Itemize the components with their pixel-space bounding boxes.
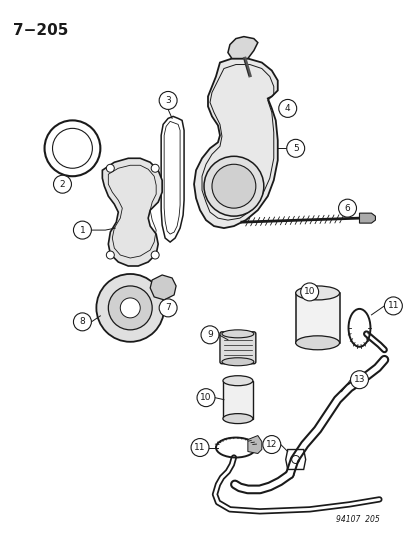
- Text: 4: 4: [284, 104, 290, 113]
- Text: 7: 7: [165, 303, 171, 312]
- Circle shape: [108, 286, 152, 330]
- Polygon shape: [102, 158, 162, 266]
- Ellipse shape: [223, 414, 252, 424]
- Circle shape: [338, 199, 356, 217]
- Ellipse shape: [295, 336, 339, 350]
- Ellipse shape: [221, 330, 253, 338]
- Circle shape: [53, 175, 71, 193]
- Circle shape: [197, 389, 214, 407]
- Circle shape: [73, 313, 91, 331]
- Text: 11: 11: [387, 301, 398, 310]
- Ellipse shape: [221, 358, 253, 366]
- Circle shape: [106, 164, 114, 172]
- Text: 6: 6: [344, 204, 349, 213]
- Circle shape: [120, 298, 140, 318]
- Text: 13: 13: [353, 375, 364, 384]
- Text: 9: 9: [206, 330, 212, 340]
- Text: 94107  205: 94107 205: [335, 515, 378, 524]
- Circle shape: [278, 100, 296, 117]
- Circle shape: [151, 164, 159, 172]
- Circle shape: [106, 251, 114, 259]
- Text: 7−205: 7−205: [13, 22, 68, 38]
- Circle shape: [286, 139, 304, 157]
- Circle shape: [350, 371, 368, 389]
- Polygon shape: [247, 435, 261, 454]
- Text: 8: 8: [79, 317, 85, 326]
- Circle shape: [159, 299, 177, 317]
- Circle shape: [73, 221, 91, 239]
- Polygon shape: [358, 213, 375, 223]
- Text: 12: 12: [266, 440, 277, 449]
- Circle shape: [384, 297, 401, 315]
- Circle shape: [211, 164, 255, 208]
- Polygon shape: [228, 37, 257, 59]
- Circle shape: [96, 274, 164, 342]
- Circle shape: [151, 251, 159, 259]
- Circle shape: [159, 92, 177, 109]
- Ellipse shape: [223, 376, 252, 386]
- Text: 11: 11: [194, 443, 205, 452]
- Ellipse shape: [295, 286, 339, 300]
- Polygon shape: [223, 381, 252, 418]
- Polygon shape: [150, 275, 176, 300]
- Text: 1: 1: [79, 225, 85, 235]
- Circle shape: [201, 326, 218, 344]
- Polygon shape: [194, 59, 277, 228]
- FancyBboxPatch shape: [219, 332, 255, 364]
- Circle shape: [190, 439, 209, 456]
- Text: 10: 10: [303, 287, 315, 296]
- Polygon shape: [295, 293, 339, 343]
- Circle shape: [262, 435, 280, 454]
- Circle shape: [300, 283, 318, 301]
- Text: 5: 5: [292, 144, 298, 153]
- Circle shape: [204, 156, 263, 216]
- Text: 2: 2: [59, 180, 65, 189]
- Text: 3: 3: [165, 96, 171, 105]
- Text: 10: 10: [200, 393, 211, 402]
